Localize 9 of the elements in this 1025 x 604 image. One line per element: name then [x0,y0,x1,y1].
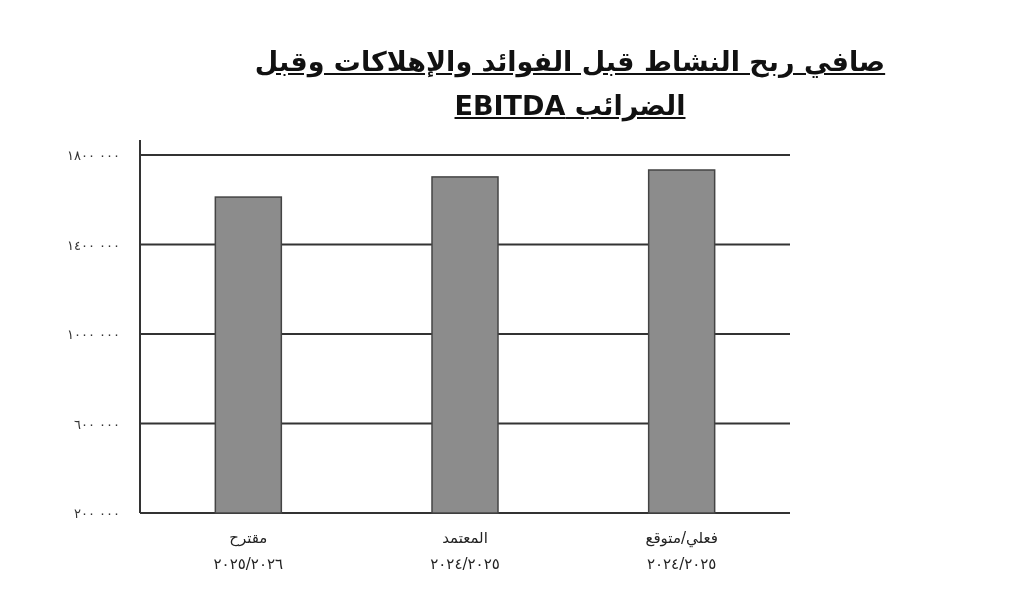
chart-title: صافي ربح النشاط قبل الفوائد والإهلاكات وقبل الضرائب EBITDA [253,45,887,124]
y-tick-label: ٢٠٠ ٠٠٠ [73,506,120,521]
y-tick-label: ١٠٠٠ ٠٠٠ [66,327,120,342]
y-tick-label: ١٨٠٠ ٠٠٠ [66,148,120,163]
y-tick-label: ٦٠٠ ٠٠٠ [73,416,120,432]
x-tick-label: مقترح ٢٠٢٥/٢٠٢٦ [213,529,284,573]
x-tick-label: المعتمد ٢٠٢٤/٢٠٢٥ [430,529,500,573]
x-tick-label: فعلي/متوقع ٢٠٢٤/٢٠٢٥ [645,529,718,573]
y-tick-label: ١٤٠٠ ٠٠٠ [66,237,120,253]
